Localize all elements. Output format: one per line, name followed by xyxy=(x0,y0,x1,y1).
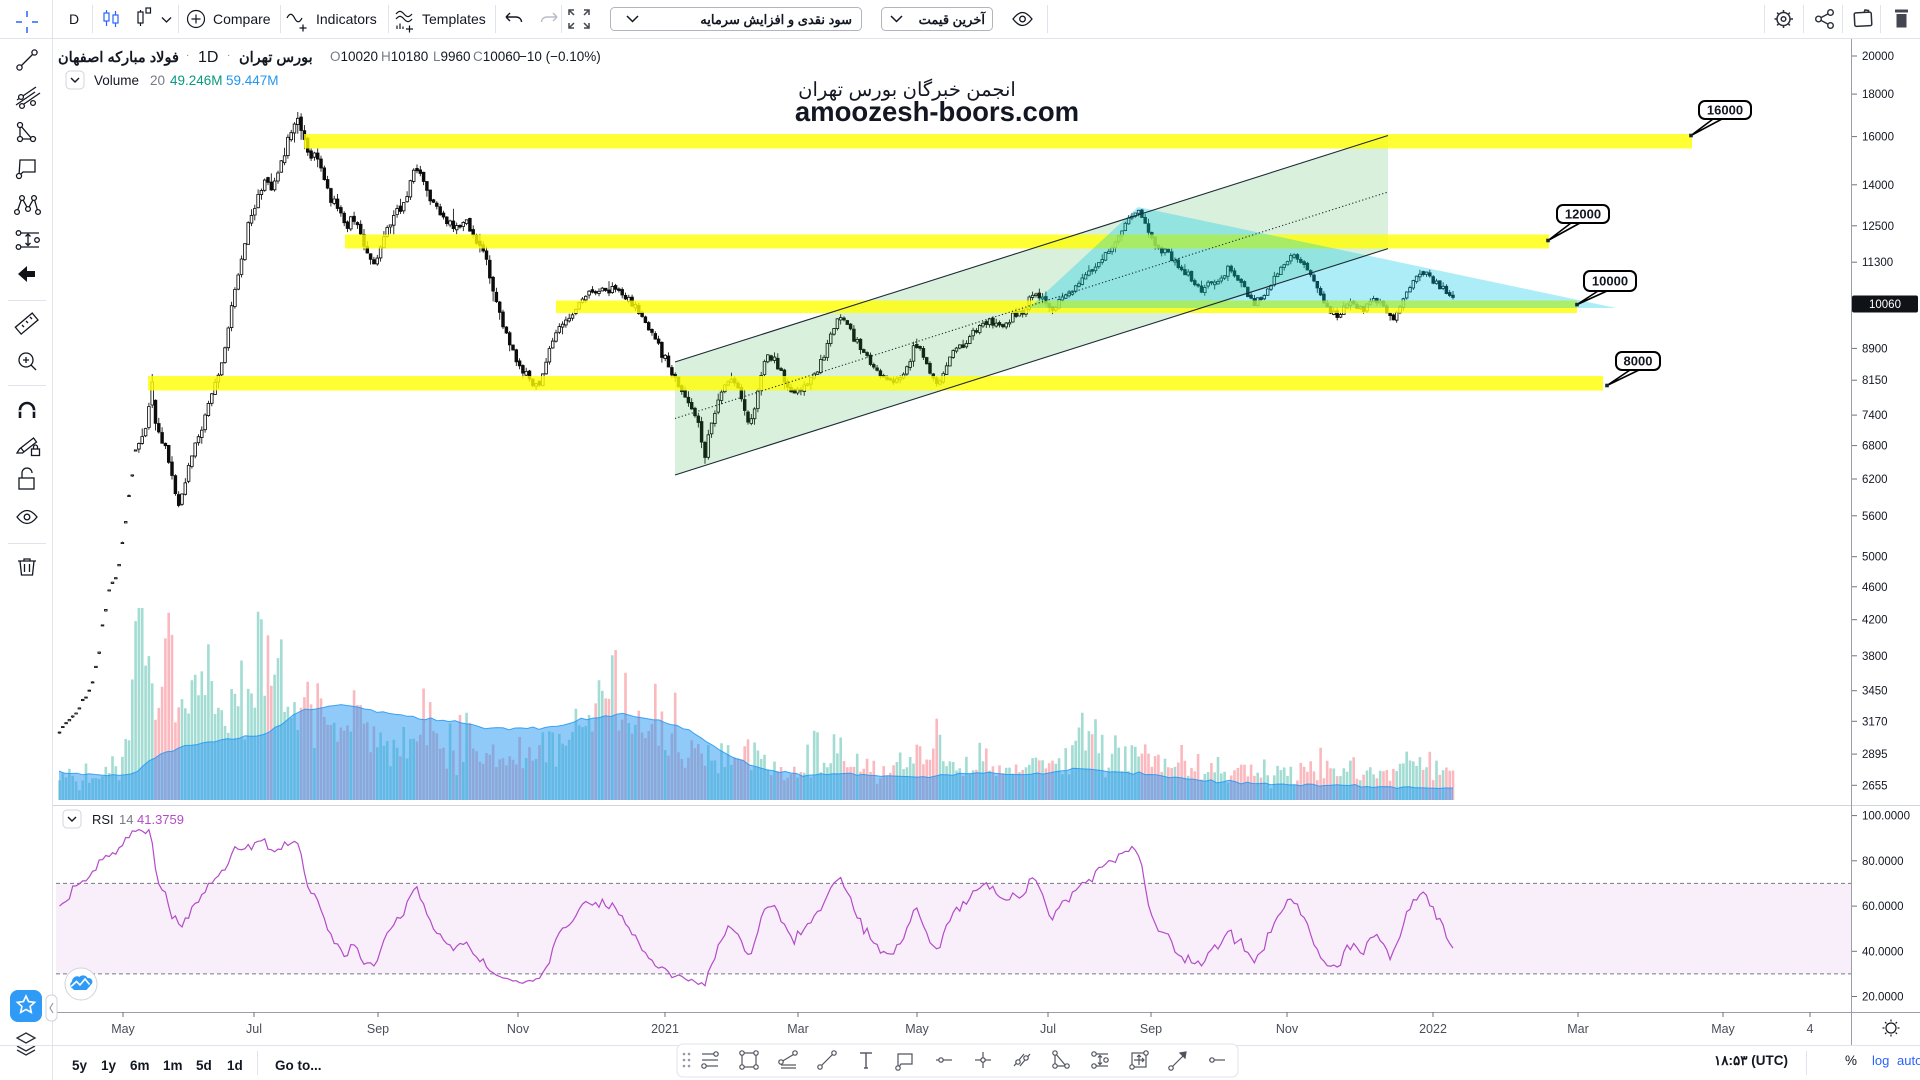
svg-text:8900: 8900 xyxy=(1862,343,1888,355)
svg-text:Volume 20 49.246M 59.447M: Volume 20 49.246M 59.447M xyxy=(94,73,279,88)
svg-text:1y: 1y xyxy=(101,1058,117,1073)
svg-text:16000: 16000 xyxy=(1862,132,1894,144)
svg-text:12000: 12000 xyxy=(1565,207,1601,222)
svg-text:1D: 1D xyxy=(198,49,218,66)
svg-text:Jul: Jul xyxy=(246,1022,262,1036)
svg-text:Mar: Mar xyxy=(787,1022,809,1036)
svg-text:3450: 3450 xyxy=(1862,686,1888,698)
svg-text:14000: 14000 xyxy=(1862,180,1894,192)
svg-text:Indicators: Indicators xyxy=(316,11,377,27)
svg-text:Nov: Nov xyxy=(507,1022,530,1036)
svg-text:سود نقدی و افزایش سرمایه: سود نقدی و افزایش سرمایه xyxy=(700,12,852,28)
svg-text:6800: 6800 xyxy=(1862,441,1888,453)
svg-text:60.0000: 60.0000 xyxy=(1862,901,1904,913)
svg-text:1m: 1m xyxy=(163,1058,183,1073)
svg-text:۱۸:۵۳ (UTC): ۱۸:۵۳ (UTC) xyxy=(1714,1053,1788,1068)
svg-text:2021: 2021 xyxy=(651,1022,679,1036)
svg-text:8150: 8150 xyxy=(1862,375,1888,387)
svg-text:18000: 18000 xyxy=(1862,89,1894,101)
svg-text:10000: 10000 xyxy=(1592,274,1628,289)
svg-text:5y: 5y xyxy=(72,1058,88,1073)
svg-text:6200: 6200 xyxy=(1862,474,1888,486)
svg-text:amoozesh-boors.com: amoozesh-boors.com xyxy=(795,96,1079,127)
svg-text:D: D xyxy=(69,11,79,27)
svg-text:40.0000: 40.0000 xyxy=(1862,946,1904,958)
svg-text:4: 4 xyxy=(1807,1022,1814,1036)
svg-text:RSI 14 41.3759: RSI 14 41.3759 xyxy=(92,812,184,827)
svg-text:%: % xyxy=(1845,1053,1857,1068)
svg-text:Mar: Mar xyxy=(1567,1022,1589,1036)
svg-text:16000: 16000 xyxy=(1707,103,1743,118)
svg-text:5000: 5000 xyxy=(1862,552,1888,564)
svg-text:100.0000: 100.0000 xyxy=(1862,811,1910,823)
svg-text:Templates: Templates xyxy=(422,11,486,27)
svg-text:3800: 3800 xyxy=(1862,651,1888,663)
svg-text:2655: 2655 xyxy=(1862,780,1888,792)
svg-text:2022: 2022 xyxy=(1419,1022,1447,1036)
svg-text:5d: 5d xyxy=(196,1058,212,1073)
svg-text:·: · xyxy=(186,50,189,61)
svg-text:May: May xyxy=(111,1022,135,1036)
svg-text:4200: 4200 xyxy=(1862,615,1888,627)
svg-text:Go to...: Go to... xyxy=(275,1058,322,1073)
svg-text:O10020 H10180 L9960 C10060 −10: O10020 H10180 L9960 C10060 −10 (−0.10%) xyxy=(330,49,601,64)
svg-text:11300: 11300 xyxy=(1862,257,1893,269)
svg-text:Sep: Sep xyxy=(1140,1022,1162,1036)
svg-text:20.0000: 20.0000 xyxy=(1862,992,1904,1004)
svg-text:auto: auto xyxy=(1897,1053,1920,1068)
svg-text:8000: 8000 xyxy=(1624,354,1653,369)
svg-text:7400: 7400 xyxy=(1862,410,1888,422)
svg-text:Compare: Compare xyxy=(213,11,271,27)
svg-text:·: · xyxy=(227,50,230,61)
svg-text:3170: 3170 xyxy=(1862,716,1888,728)
svg-text:آخرین قیمت: آخرین قیمت xyxy=(919,11,987,28)
svg-text:Jul: Jul xyxy=(1040,1022,1056,1036)
svg-text:انجمن خبرگان بورس تهران: انجمن خبرگان بورس تهران xyxy=(798,78,1016,101)
svg-text:1d: 1d xyxy=(227,1058,243,1073)
svg-text:12500: 12500 xyxy=(1862,221,1894,233)
svg-text:10060: 10060 xyxy=(1869,299,1901,311)
svg-text:بورس تهران: بورس تهران xyxy=(239,50,313,66)
svg-text:20000: 20000 xyxy=(1862,51,1894,63)
svg-text:log: log xyxy=(1872,1053,1889,1068)
svg-text:80.0000: 80.0000 xyxy=(1862,856,1904,868)
svg-text:فولاد مبارکه اصفهان: فولاد مبارکه اصفهان xyxy=(58,50,179,66)
svg-text:Sep: Sep xyxy=(367,1022,389,1036)
svg-text:4600: 4600 xyxy=(1862,582,1888,594)
svg-text:Nov: Nov xyxy=(1276,1022,1299,1036)
svg-text:5600: 5600 xyxy=(1862,511,1888,523)
svg-text:2895: 2895 xyxy=(1862,749,1888,761)
svg-text:6m: 6m xyxy=(130,1058,150,1073)
svg-text:May: May xyxy=(1711,1022,1735,1036)
svg-text:May: May xyxy=(905,1022,929,1036)
